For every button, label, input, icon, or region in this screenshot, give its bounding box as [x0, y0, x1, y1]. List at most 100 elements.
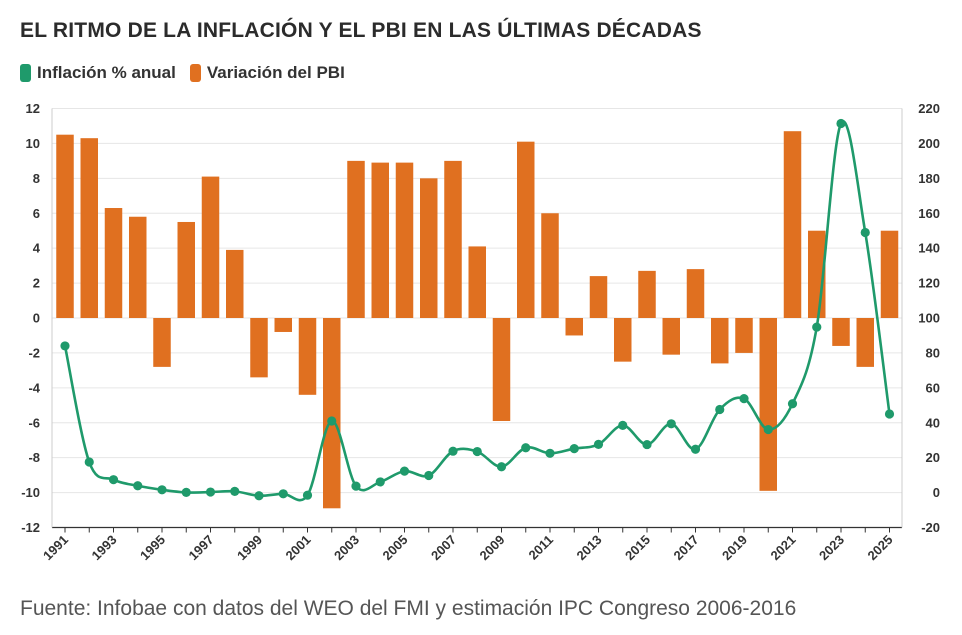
gdp-bar-2003[interactable]: [347, 160, 365, 318]
inflation-point-1995[interactable]: [157, 485, 167, 495]
inflation-point-2008[interactable]: [472, 446, 482, 457]
right-tick-label: 60: [926, 380, 940, 395]
gdp-bar-2011[interactable]: [541, 213, 559, 318]
inflation-point-2007[interactable]: [448, 446, 458, 456]
inflation-point-2001[interactable]: [302, 490, 313, 500]
inflation-point-2002[interactable]: [327, 416, 337, 426]
gdp-bar-2005[interactable]: [395, 162, 414, 318]
gdp-bar-2007[interactable]: [444, 160, 462, 318]
left-tick-label: 10: [26, 136, 40, 151]
gdp-bar-2018[interactable]: [711, 318, 729, 364]
inflation-point-2014[interactable]: [618, 420, 628, 430]
gdp-bar-2013[interactable]: [589, 276, 608, 318]
legend-item-gdp[interactable]: Variación del PBI: [189, 63, 345, 83]
inflation-point-2009[interactable]: [496, 462, 507, 472]
inflation-point-2016[interactable]: [666, 419, 676, 429]
inflation-point-1994[interactable]: [133, 481, 143, 491]
gdp-bar-1994[interactable]: [129, 216, 147, 318]
right-tick-label: 100: [918, 311, 940, 326]
inflation-point-2000[interactable]: [278, 489, 288, 499]
gdp-bar-1999[interactable]: [250, 318, 268, 378]
inflation-point-2023[interactable]: [836, 118, 846, 129]
legend-swatch-gdp: [189, 64, 201, 82]
inflation-point-2021[interactable]: [787, 399, 798, 409]
inflation-point-2004[interactable]: [375, 477, 385, 487]
gdp-bar-2023[interactable]: [832, 318, 850, 346]
inflation-point-2005[interactable]: [399, 466, 410, 476]
right-tick-label: -20: [921, 520, 940, 535]
gdp-bar-2024[interactable]: [856, 318, 875, 367]
left-tick-label: 8: [33, 171, 40, 186]
inflation-point-1996[interactable]: [181, 487, 191, 498]
gdp-bar-2008[interactable]: [468, 246, 487, 318]
inflation-point-2013[interactable]: [593, 439, 604, 449]
inflation-point-2020[interactable]: [763, 424, 773, 435]
inflation-point-2010[interactable]: [521, 443, 531, 453]
legend-item-inflation[interactable]: Inflación % anual: [20, 63, 176, 83]
gdp-bar-2021[interactable]: [783, 131, 802, 318]
left-tick-label: 4: [33, 241, 41, 256]
inflation-point-2022[interactable]: [812, 322, 822, 332]
gdp-bar-1996[interactable]: [177, 221, 196, 318]
gdp-bar-2006[interactable]: [420, 178, 438, 318]
right-tick-label: 140: [918, 241, 940, 256]
legend-label-gdp: Variación del PBI: [206, 63, 345, 82]
gdp-bar-2017[interactable]: [686, 269, 705, 318]
inflation-point-1998[interactable]: [230, 486, 240, 496]
legend: Inflación % anual Variación del PBI: [20, 63, 359, 83]
inflation-point-1991[interactable]: [60, 341, 70, 351]
source-note: Fuente: Infobae con datos del WEO del FM…: [20, 597, 797, 620]
x-tick-label: 2011: [526, 532, 557, 563]
gdp-bar-2025[interactable]: [880, 230, 899, 318]
left-tick-label: 6: [33, 206, 40, 221]
inflation-point-2025[interactable]: [884, 409, 895, 419]
x-tick-label: 2023: [816, 532, 847, 563]
gdp-bar-1998[interactable]: [226, 249, 244, 318]
inflation-point-1997[interactable]: [205, 487, 216, 497]
left-tick-label: -8: [28, 450, 40, 465]
gdp-bar-2002[interactable]: [323, 318, 341, 509]
gdp-bar-2016[interactable]: [662, 318, 681, 355]
left-tick-label: -2: [28, 345, 40, 360]
chart-title: EL RITMO DE LA INFLACIÓN Y EL PBI EN LAS…: [20, 19, 702, 42]
gdp-bar-2004[interactable]: [371, 162, 390, 318]
inflation-point-2006[interactable]: [424, 470, 434, 481]
x-tick-label: 1995: [137, 532, 168, 563]
inflation-line: [60, 118, 895, 502]
right-tick-label: 80: [926, 345, 940, 360]
inflation-point-1993[interactable]: [108, 475, 119, 485]
inflation-point-2012[interactable]: [569, 443, 579, 454]
gdp-bar-1991[interactable]: [56, 134, 74, 318]
gdp-bar-2020[interactable]: [759, 318, 778, 491]
gdp-bar-2015[interactable]: [638, 270, 656, 318]
left-tick-label: -4: [28, 380, 40, 395]
inflation-point-2018[interactable]: [715, 404, 725, 415]
gdp-bar-1997[interactable]: [201, 176, 220, 318]
x-tick-label: 2013: [574, 532, 605, 563]
inflation-point-2015[interactable]: [642, 439, 652, 450]
x-tick-label: 2007: [428, 532, 459, 563]
gdp-bar-2010[interactable]: [517, 141, 535, 318]
gdp-bar-1995[interactable]: [153, 318, 171, 367]
gdp-bar-2019[interactable]: [735, 318, 753, 353]
x-tick-label: 1999: [234, 532, 265, 563]
gdp-bar-2000[interactable]: [274, 318, 293, 332]
inflation-point-2017[interactable]: [690, 444, 701, 454]
x-tick-label: 2019: [719, 532, 750, 563]
right-tick-label: 160: [918, 206, 940, 221]
gdp-bar-1993[interactable]: [104, 208, 123, 318]
inflation-point-2011[interactable]: [545, 448, 555, 458]
gdp-bar-2012[interactable]: [565, 318, 584, 336]
gdp-bar-2001[interactable]: [298, 318, 317, 395]
gdp-bar-2014[interactable]: [614, 318, 632, 362]
inflation-point-2003[interactable]: [351, 481, 361, 491]
gdp-bar-2009[interactable]: [492, 318, 511, 422]
x-tick-label: 2005: [380, 532, 411, 563]
inflation-point-1992[interactable]: [84, 457, 94, 467]
right-tick-label: 200: [918, 136, 940, 151]
inflation-point-1999[interactable]: [254, 491, 264, 501]
inflation-point-2024[interactable]: [860, 227, 870, 238]
inflation-point-2019[interactable]: [739, 394, 749, 404]
gdp-bar-1992[interactable]: [80, 138, 99, 318]
